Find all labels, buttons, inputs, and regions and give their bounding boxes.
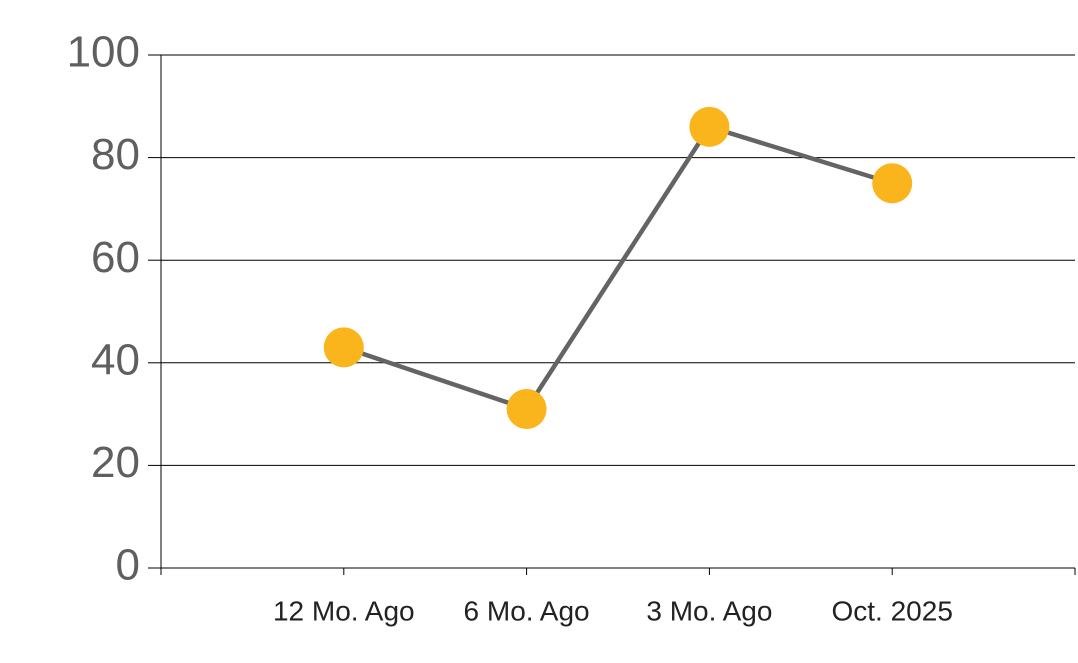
marker xyxy=(506,388,547,429)
x-tick-label: 6 Mo. Ago xyxy=(464,595,590,626)
x-tick-label: Oct. 2025 xyxy=(831,595,952,626)
y-tick-label: 60 xyxy=(91,233,140,282)
y-tick-label: 0 xyxy=(116,541,140,590)
y-tick-label: 20 xyxy=(91,438,140,487)
y-tick-label: 100 xyxy=(67,28,140,77)
marker xyxy=(323,327,364,368)
y-tick-label: 40 xyxy=(91,335,140,384)
x-tick-label: 12 Mo. Ago xyxy=(273,595,415,626)
marker xyxy=(872,163,913,204)
marker xyxy=(689,106,730,147)
x-tick-label: 3 Mo. Ago xyxy=(646,595,772,626)
y-tick-label: 80 xyxy=(91,130,140,179)
line xyxy=(343,124,893,412)
